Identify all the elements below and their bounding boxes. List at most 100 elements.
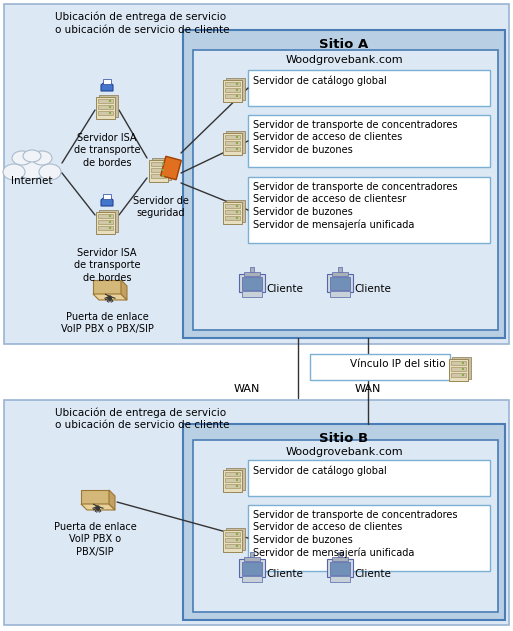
Bar — [330, 291, 350, 297]
Bar — [449, 359, 468, 381]
Ellipse shape — [23, 150, 41, 162]
Bar — [99, 95, 118, 117]
Bar — [223, 80, 242, 102]
Polygon shape — [121, 280, 127, 300]
Bar — [149, 160, 168, 182]
Ellipse shape — [32, 151, 52, 165]
Bar — [223, 133, 242, 155]
Bar — [225, 532, 240, 536]
Bar — [225, 210, 240, 214]
Bar — [4, 4, 509, 344]
Bar — [225, 82, 240, 86]
Circle shape — [462, 374, 464, 376]
Circle shape — [109, 221, 111, 223]
Circle shape — [109, 112, 111, 114]
Text: Woodgrovebank.com: Woodgrovebank.com — [285, 447, 403, 457]
Text: Servidor de transporte de concentradores
Servidor de acceso de clientes
Servidor: Servidor de transporte de concentradores… — [253, 510, 458, 558]
Bar — [96, 212, 115, 234]
Circle shape — [236, 148, 238, 150]
Bar — [451, 361, 466, 365]
Circle shape — [162, 169, 164, 171]
Text: Internet: Internet — [11, 176, 53, 186]
Text: Servidor de
seguridad: Servidor de seguridad — [133, 196, 189, 218]
Bar — [338, 552, 342, 560]
Bar — [239, 274, 265, 292]
Bar — [338, 267, 342, 275]
Bar — [244, 557, 260, 561]
Bar — [248, 460, 490, 496]
Bar — [248, 70, 490, 106]
Bar — [98, 105, 113, 109]
Circle shape — [109, 106, 111, 108]
Circle shape — [109, 215, 111, 217]
Text: Woodgrovebank.com: Woodgrovebank.com — [285, 55, 403, 65]
Text: Cliente: Cliente — [266, 284, 303, 294]
Text: WAN: WAN — [234, 384, 260, 394]
Polygon shape — [109, 490, 115, 510]
Text: Sitio A: Sitio A — [320, 38, 369, 51]
Circle shape — [236, 473, 238, 475]
Bar — [244, 272, 260, 276]
Bar — [226, 200, 245, 222]
Bar — [225, 141, 240, 145]
Circle shape — [109, 100, 111, 102]
Bar — [98, 214, 113, 218]
Text: Servidor de transporte de concentradores
Servidor de acceso de clientes
Servidor: Servidor de transporte de concentradores… — [253, 120, 458, 155]
Bar — [226, 468, 245, 490]
Bar — [226, 131, 245, 153]
Circle shape — [462, 362, 464, 364]
FancyBboxPatch shape — [161, 156, 181, 180]
Text: WAN: WAN — [355, 384, 381, 394]
Circle shape — [236, 136, 238, 138]
Bar — [250, 267, 254, 275]
Bar — [451, 367, 466, 371]
Bar — [151, 168, 166, 172]
Ellipse shape — [17, 157, 47, 179]
Bar — [330, 576, 350, 582]
Circle shape — [462, 368, 464, 370]
Bar — [226, 528, 245, 550]
Text: Cliente: Cliente — [266, 569, 303, 579]
Circle shape — [236, 479, 238, 481]
Bar — [332, 272, 348, 276]
Bar — [151, 162, 166, 166]
Bar — [225, 538, 240, 542]
Circle shape — [236, 217, 238, 219]
Circle shape — [236, 83, 238, 85]
Ellipse shape — [12, 151, 32, 165]
Ellipse shape — [3, 164, 25, 180]
Bar — [151, 174, 166, 178]
Text: Ubicación de entrega de servicio
o ubicación de servicio de cliente: Ubicación de entrega de servicio o ubica… — [55, 12, 229, 35]
Circle shape — [236, 205, 238, 207]
Bar — [330, 277, 350, 290]
Bar — [98, 111, 113, 115]
Bar — [99, 210, 118, 232]
Bar — [225, 484, 240, 488]
Text: Servidor de transporte de concentradores
Servidor de acceso de clientesr
Servido: Servidor de transporte de concentradores… — [253, 182, 458, 230]
Circle shape — [162, 163, 164, 165]
Text: Sitio B: Sitio B — [320, 432, 368, 445]
Bar — [327, 274, 353, 292]
Polygon shape — [81, 490, 109, 504]
Bar — [225, 472, 240, 476]
Bar — [242, 562, 262, 575]
Bar — [183, 424, 505, 620]
Bar — [225, 216, 240, 220]
Bar — [226, 78, 245, 100]
Bar — [98, 220, 113, 224]
Bar — [183, 30, 505, 338]
Bar — [225, 135, 240, 139]
Text: Servidor ISA
de transporte
de bordes: Servidor ISA de transporte de bordes — [74, 248, 140, 283]
Bar — [225, 94, 240, 98]
Polygon shape — [81, 504, 115, 510]
Bar — [248, 177, 490, 243]
Bar — [225, 147, 240, 151]
Bar — [242, 576, 262, 582]
Text: Cliente: Cliente — [354, 569, 391, 579]
Bar — [223, 530, 242, 552]
Polygon shape — [101, 80, 113, 91]
Bar — [327, 559, 353, 577]
Bar — [225, 478, 240, 482]
Bar — [310, 354, 450, 380]
Text: Cliente: Cliente — [354, 284, 391, 294]
